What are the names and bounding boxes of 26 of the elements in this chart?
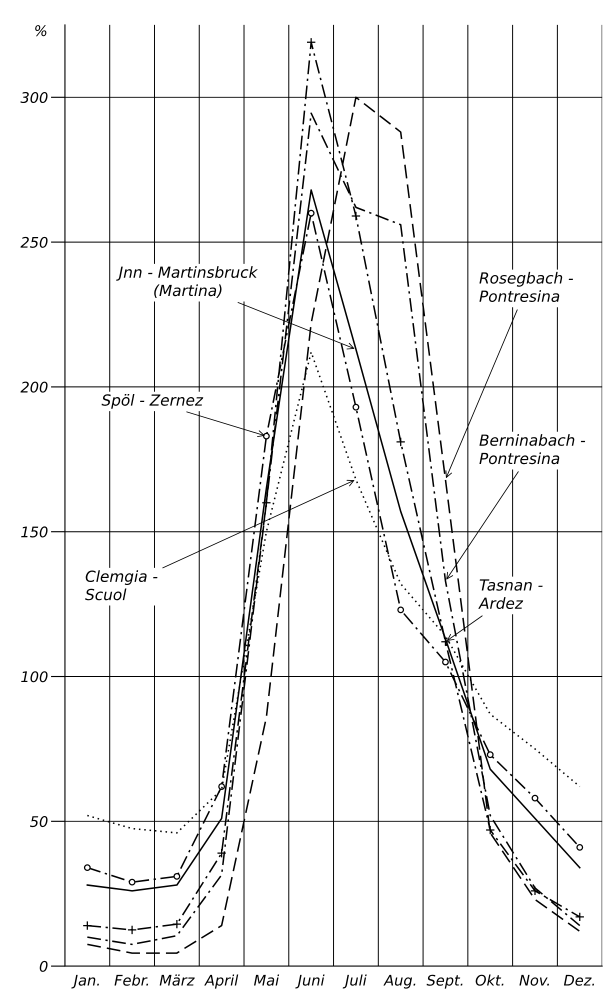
x-tick-label: Febr. [114,974,148,986]
annotation: Berninabach - Pontresina [479,434,586,464]
x-tick-label: Mai [254,974,280,986]
x-tick-label: Aug. [383,974,416,989]
y-tick-label: 250 [20,236,48,248]
x-tick-label: Okt. [476,974,504,986]
y-axis-title: % [35,25,46,36]
x-tick-label: Sept. [426,974,462,989]
annotation: Spöl - Zernez [102,394,204,409]
y-tick-label: 150 [21,526,48,538]
x-tick-label: Nov. [519,974,550,986]
y-tick-label: 0 [40,960,48,972]
x-tick-label: März [160,974,195,986]
annotation: Tasnan - Ardez [478,579,543,609]
x-tick-label: Juni [295,974,325,988]
y-tick-label: 200 [20,382,48,393]
annotation: Jnn - Martinsbruck (Martina) [116,266,258,298]
x-tick-label: April [204,974,238,989]
y-tick-label: 50 [30,816,48,828]
annotation: Rosegbach - Pontresina [479,272,574,302]
x-tick-label: Dez. [564,974,594,986]
x-tick-label: Jan. [71,974,99,988]
annotation: Clemgia - Scuol [85,570,158,600]
x-tick-label: Juli [342,974,367,988]
y-tick-label: 100 [21,671,48,682]
y-tick-label: 300 [20,92,48,104]
